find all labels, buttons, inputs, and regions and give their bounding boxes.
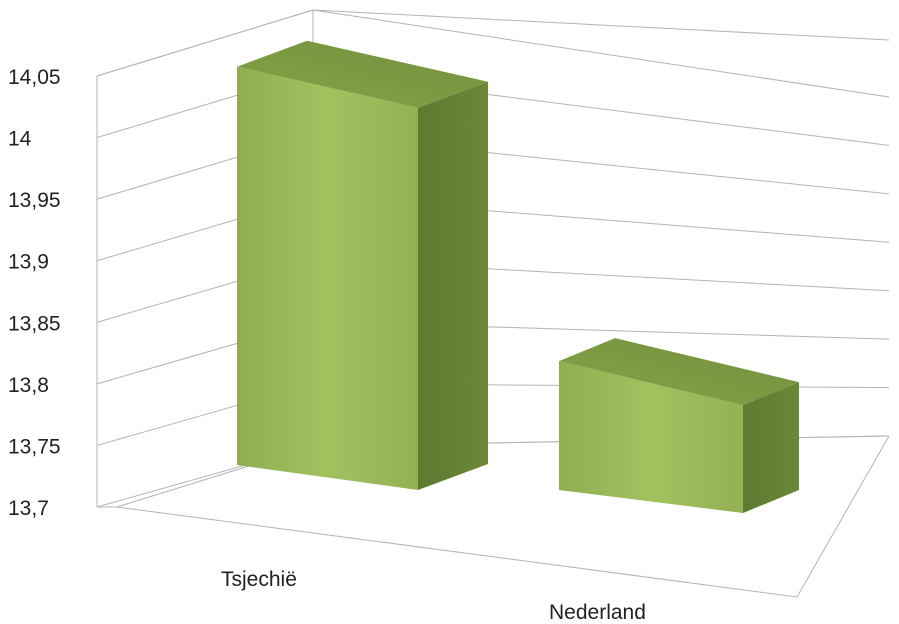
bar-top-face [559, 338, 799, 406]
y-tick-label: 14,05 [8, 66, 61, 89]
y-tick-label: 13,85 [8, 312, 61, 335]
bar-top-face [237, 40, 488, 108]
bar-0 [237, 40, 488, 490]
y-tick-label: 13,95 [8, 189, 61, 212]
axes [96, 10, 890, 598]
bar-side-face [743, 382, 799, 513]
floor-edge [97, 435, 890, 598]
y-tick-label: 13,75 [8, 435, 61, 458]
y-tick-label: 13,9 [8, 251, 49, 274]
bar-front-face [559, 361, 743, 513]
wall-top-edge [312, 9, 890, 41]
gridline-back-wall [312, 9, 890, 98]
y-tick-label: 14 [8, 128, 32, 151]
bars [237, 40, 799, 513]
bar-front-face [237, 66, 418, 490]
y-tick-label: 13,7 [8, 497, 49, 520]
bar-side-face [418, 81, 488, 490]
x-category-label: Tsjechië [221, 568, 297, 591]
x-category-label: Nederland [549, 601, 646, 624]
bar-1 [559, 338, 799, 513]
labels: 14,05 14 13,95 13,9 13,85 13,8 13,75 13,7 Tsjech… [8, 66, 646, 624]
wall-top-edge [96, 9, 314, 77]
y-tick-label: 13,8 [8, 374, 49, 397]
